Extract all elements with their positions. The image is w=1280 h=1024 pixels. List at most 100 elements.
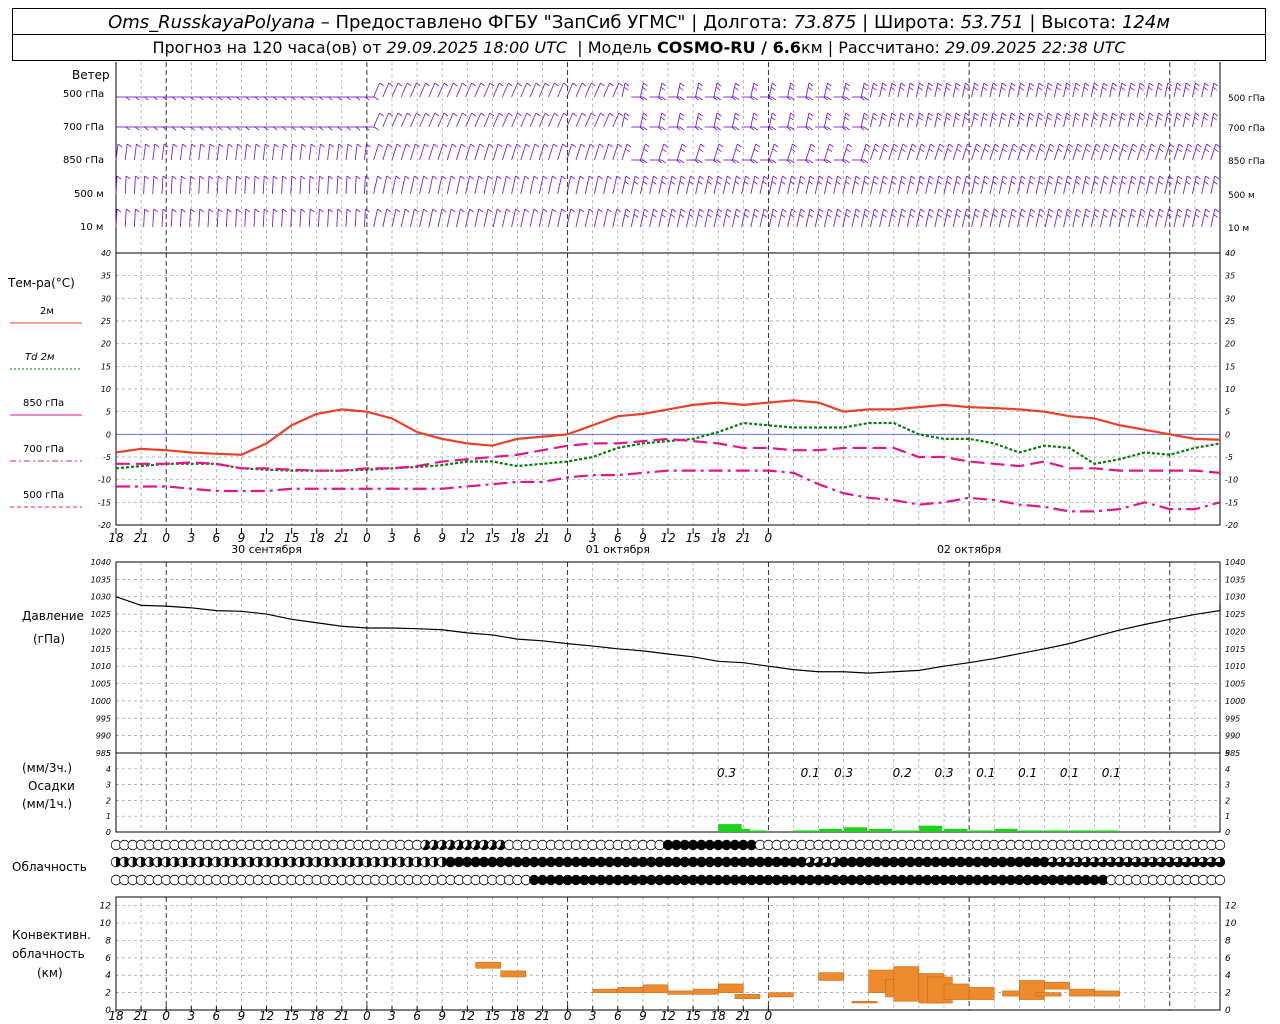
- wind-barb-feather: [992, 214, 998, 218]
- wind-barb-feather: [929, 175, 934, 180]
- wind-barb: [1182, 112, 1187, 128]
- wind-barb-feather: [1131, 148, 1136, 153]
- wind-barb: [805, 208, 811, 228]
- wind-barb-feather: [424, 143, 429, 148]
- wind-barb: [971, 82, 976, 98]
- wind-barb-feather: [1150, 208, 1155, 213]
- wind-barb: [842, 82, 847, 98]
- cloud-symbol-fill: [274, 857, 280, 867]
- wind-barb-feather: [1102, 86, 1107, 91]
- wind-barb: [1063, 112, 1068, 128]
- wind-barb-feather: [937, 181, 942, 185]
- wind-barb: [170, 208, 173, 228]
- wind-barb: [1081, 112, 1086, 128]
- wind-barb-feather: [661, 96, 666, 101]
- precip-bar: [718, 824, 742, 832]
- pres-ytick-left: 1005: [91, 680, 111, 689]
- wind-barb-feather: [263, 126, 269, 131]
- wind-barb-feather: [985, 143, 991, 148]
- wind-barb: [152, 208, 155, 228]
- wind-barb-feather: [992, 112, 998, 117]
- wind-barb: [998, 208, 1004, 228]
- wind-barb-feather: [1177, 175, 1183, 180]
- conv-cloud-bar: [818, 972, 844, 981]
- wind-barb-feather: [698, 112, 703, 117]
- wind-barb: [1136, 208, 1142, 228]
- wind-barb: [400, 208, 406, 228]
- wind-barb-feather: [328, 126, 333, 131]
- wind-barb: [1007, 175, 1013, 195]
- date-label: 30 сентября: [231, 543, 302, 556]
- wind-barb-feather: [1160, 143, 1165, 148]
- wind-barb-feather: [533, 208, 539, 213]
- wind-barb: [437, 175, 443, 195]
- wind-barb-feather: [562, 143, 567, 148]
- wind-barb-feather: [543, 143, 549, 148]
- wind-barb-feather: [661, 82, 667, 87]
- cloud-symbol-fill: [157, 857, 163, 867]
- precip-data-label: 0.1: [1060, 766, 1079, 780]
- wind-barb: [538, 208, 544, 228]
- wind-barb-feather: [847, 143, 853, 148]
- wind-barb: [1136, 112, 1141, 128]
- wind-barb-feather: [1066, 148, 1072, 153]
- wind-barb-feather: [955, 112, 961, 117]
- cloud-symbol-fill: [400, 857, 406, 867]
- wind-barb: [980, 143, 987, 161]
- wind-barb: [906, 208, 912, 228]
- wind-barb: [879, 208, 885, 228]
- wind-barb: [244, 175, 247, 195]
- wind-barb: [1164, 175, 1170, 195]
- wind-barb-feather: [817, 181, 823, 185]
- wind-barb: [474, 175, 480, 195]
- pres-ytick-left: 1025: [91, 610, 111, 619]
- pres-ytick-right: 990: [1225, 732, 1240, 741]
- wind-barb: [290, 208, 293, 228]
- wind-barb-feather: [771, 112, 777, 117]
- wind-barb-feather: [526, 112, 532, 117]
- precip-bar: [944, 828, 968, 832]
- pres-ytick-left: 1020: [91, 627, 111, 636]
- wind-barb: [713, 112, 718, 128]
- wind-barb: [400, 112, 408, 128]
- wind-barb-feather: [1195, 148, 1201, 153]
- wind-barb-feather: [1167, 82, 1173, 87]
- wind-barb-feather: [1083, 116, 1089, 121]
- wind-barb-feather: [966, 175, 971, 180]
- wind-barb-feather: [496, 208, 502, 213]
- wind-barb: [1072, 112, 1077, 128]
- wind-barb-feather: [1021, 208, 1026, 213]
- wind-barb-feather: [1129, 116, 1135, 121]
- wind-barb: [603, 208, 609, 228]
- wind-barb-feather: [845, 214, 850, 218]
- wind-barb: [1127, 208, 1133, 228]
- wind-barb-feather: [634, 208, 640, 213]
- wind-barb-feather: [639, 96, 644, 101]
- cloud-symbol: [1214, 874, 1226, 886]
- wind-barb-feather: [116, 175, 122, 180]
- cloud-symbol-fill: [813, 857, 824, 867]
- wind-barb-feather: [1139, 116, 1144, 121]
- wind-barb-feather: [1059, 143, 1064, 148]
- wind-barb-feather: [462, 82, 467, 87]
- wind-barb-feather: [644, 175, 649, 180]
- wind-barb-feather: [625, 148, 630, 153]
- wind-barb-feather: [712, 126, 718, 131]
- wind-barb-feather: [356, 143, 362, 148]
- wind-barb: [1109, 175, 1115, 195]
- date-label: 01 октября: [586, 543, 650, 556]
- wind-barb: [842, 112, 847, 128]
- wind-barb-feather: [1196, 175, 1201, 180]
- wind-barb-feather: [1157, 116, 1162, 121]
- wind-barb-feather: [753, 159, 758, 164]
- wind-barb-feather: [624, 181, 630, 185]
- wind-barb-feather: [404, 175, 410, 180]
- wind-barb: [465, 112, 473, 128]
- wind-barb: [354, 143, 358, 161]
- wind-barb-feather: [1001, 214, 1007, 218]
- wind-barb: [833, 208, 839, 228]
- wind-barb-feather: [1148, 86, 1153, 91]
- wind-barb-feather: [245, 175, 251, 180]
- wind-barb-feather: [662, 148, 667, 153]
- wind-barb: [1145, 175, 1151, 195]
